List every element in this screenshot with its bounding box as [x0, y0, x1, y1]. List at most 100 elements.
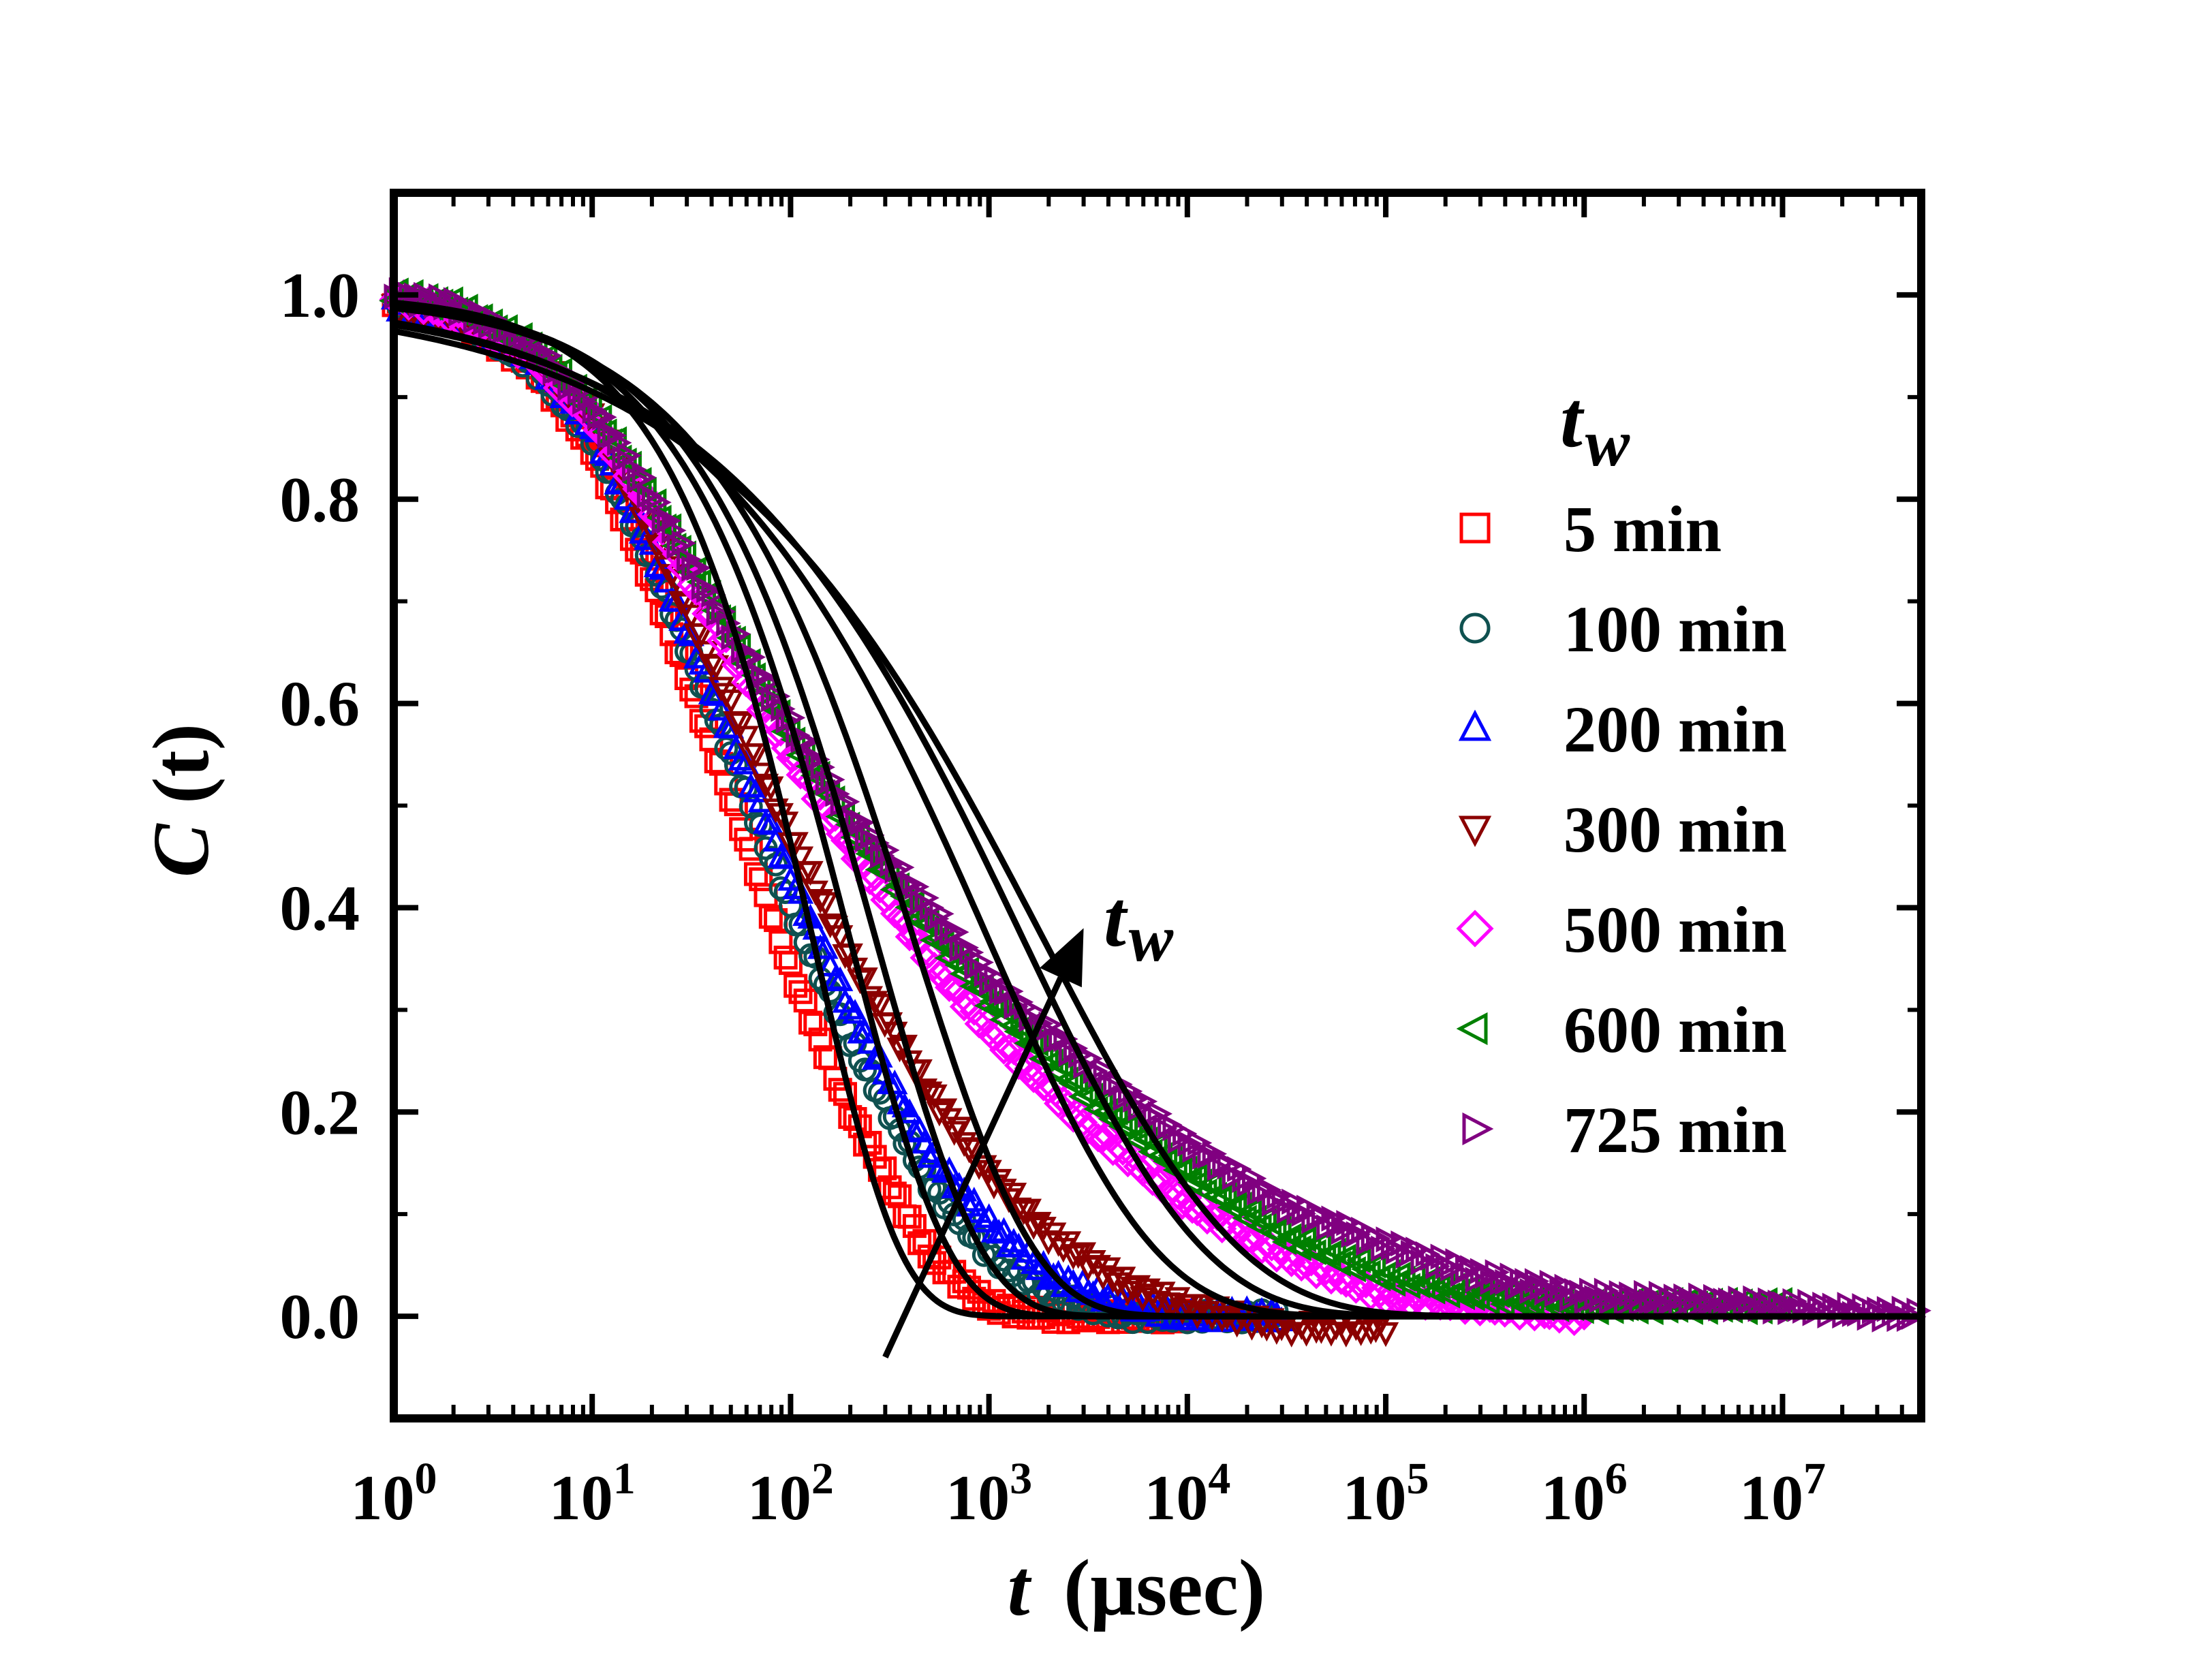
legend-label: 300 min [1564, 793, 1787, 866]
data-point [773, 946, 798, 970]
legend-entry: 300 min [1458, 793, 1787, 866]
x-axis-title: t (μsec) [1008, 1543, 1265, 1632]
x-tick-label: 103 [946, 1454, 1032, 1534]
data-point [1336, 1246, 1361, 1273]
data-point [951, 1177, 978, 1202]
legend-label: 5 min [1564, 493, 1722, 565]
x-tick-power: 0 [415, 1454, 437, 1504]
legend-entry: 100 min [1459, 593, 1787, 666]
x-tick-base: 10 [1343, 1463, 1407, 1534]
data-point [1450, 1284, 1476, 1311]
data-point [688, 623, 715, 649]
data-point [817, 913, 843, 939]
annotation-label: t w [1104, 874, 1174, 976]
data-point [787, 879, 814, 904]
data-point [743, 862, 768, 886]
data-point [986, 1219, 1012, 1244]
data-point [749, 867, 773, 892]
data-point [921, 1084, 948, 1110]
data-point [991, 1217, 1017, 1242]
x-tick-power: 3 [1010, 1454, 1032, 1504]
x-tick-power: 4 [1208, 1454, 1230, 1504]
data-point [926, 1102, 952, 1127]
data-point [803, 1012, 828, 1037]
data-point [1306, 1230, 1331, 1257]
data-point [751, 663, 776, 690]
data-point [911, 1128, 938, 1154]
data-point [671, 530, 697, 557]
legend-label: 200 min [1564, 693, 1787, 766]
data-point [1123, 1127, 1148, 1153]
data-point [693, 640, 719, 666]
data-point [1015, 1198, 1042, 1224]
x-tick-base: 10 [1739, 1463, 1803, 1534]
annotation-label-sub: w [1129, 902, 1174, 976]
annotation-arrow-shaft [882, 976, 1064, 1358]
data-point [717, 689, 745, 715]
data-point [703, 655, 730, 681]
data-point [1083, 1123, 1113, 1153]
annotation-arrow-head [1040, 928, 1084, 988]
data-point [1361, 1252, 1386, 1279]
data-point [668, 591, 695, 616]
data-point [1004, 1051, 1034, 1080]
x-tick-base: 10 [549, 1463, 613, 1534]
data-point [743, 743, 769, 768]
data-point [758, 905, 783, 929]
data-point [916, 1081, 943, 1106]
data-point [946, 1117, 973, 1142]
y-tick-label: 0.8 [280, 465, 360, 535]
legend-title-sub: w [1585, 407, 1630, 480]
data-point [1376, 1259, 1401, 1286]
data-point [954, 934, 980, 961]
data-point [976, 1203, 1002, 1228]
data-point [732, 726, 760, 751]
x-tick-base: 10 [946, 1463, 1010, 1534]
data-point [1030, 1249, 1057, 1275]
y-tick-label: 0.2 [280, 1077, 360, 1148]
legend-marker [1456, 909, 1494, 948]
data-point [739, 837, 763, 861]
data-point [778, 951, 803, 976]
data-point [708, 696, 734, 721]
x-tick-power: 1 [613, 1454, 636, 1504]
data-point [841, 999, 869, 1024]
x-tick-base: 10 [1144, 1463, 1208, 1534]
data-point [602, 422, 627, 449]
data-point [1182, 1163, 1207, 1189]
legend-entry: 500 min [1456, 893, 1787, 966]
data-point [837, 995, 863, 1020]
data-point [797, 860, 824, 886]
data-point [1169, 1300, 1196, 1325]
x-tick-label: 104 [1144, 1454, 1230, 1534]
data-point [686, 555, 711, 581]
data-point [827, 966, 854, 991]
data-point [934, 972, 964, 1002]
data-point [681, 555, 706, 582]
x-tick-base: 10 [1541, 1463, 1605, 1534]
legend-title-main: t [1560, 375, 1585, 464]
x-tick-base: 10 [747, 1463, 811, 1534]
x-tick-power: 7 [1803, 1454, 1826, 1504]
data-point [728, 712, 754, 738]
x-tick-base: 10 [351, 1463, 415, 1534]
tick-layer: 100 101 102 103 104 105 106 1070.00.20.40.60.81… [280, 191, 1923, 1534]
data-point [1025, 1255, 1052, 1280]
x-axis-title-var: t [1008, 1543, 1032, 1632]
legend-entry: 725 min [1462, 1093, 1787, 1166]
data-point [736, 644, 761, 670]
data-point [762, 826, 789, 852]
data-point [1009, 1044, 1039, 1074]
legend-entry: 200 min [1458, 693, 1787, 766]
fit-line-725-min [393, 328, 1918, 1320]
data-point [812, 934, 839, 959]
data-point [1263, 1320, 1290, 1345]
data-point [862, 991, 888, 1016]
data-point [860, 822, 885, 849]
x-tick-label: 106 [1541, 1454, 1628, 1534]
annotation-layer: t w [882, 874, 1174, 1358]
y-axis-title-var: C [136, 823, 226, 877]
y-axis-title-rest: (t) [136, 724, 226, 804]
data-point [1395, 1273, 1420, 1299]
